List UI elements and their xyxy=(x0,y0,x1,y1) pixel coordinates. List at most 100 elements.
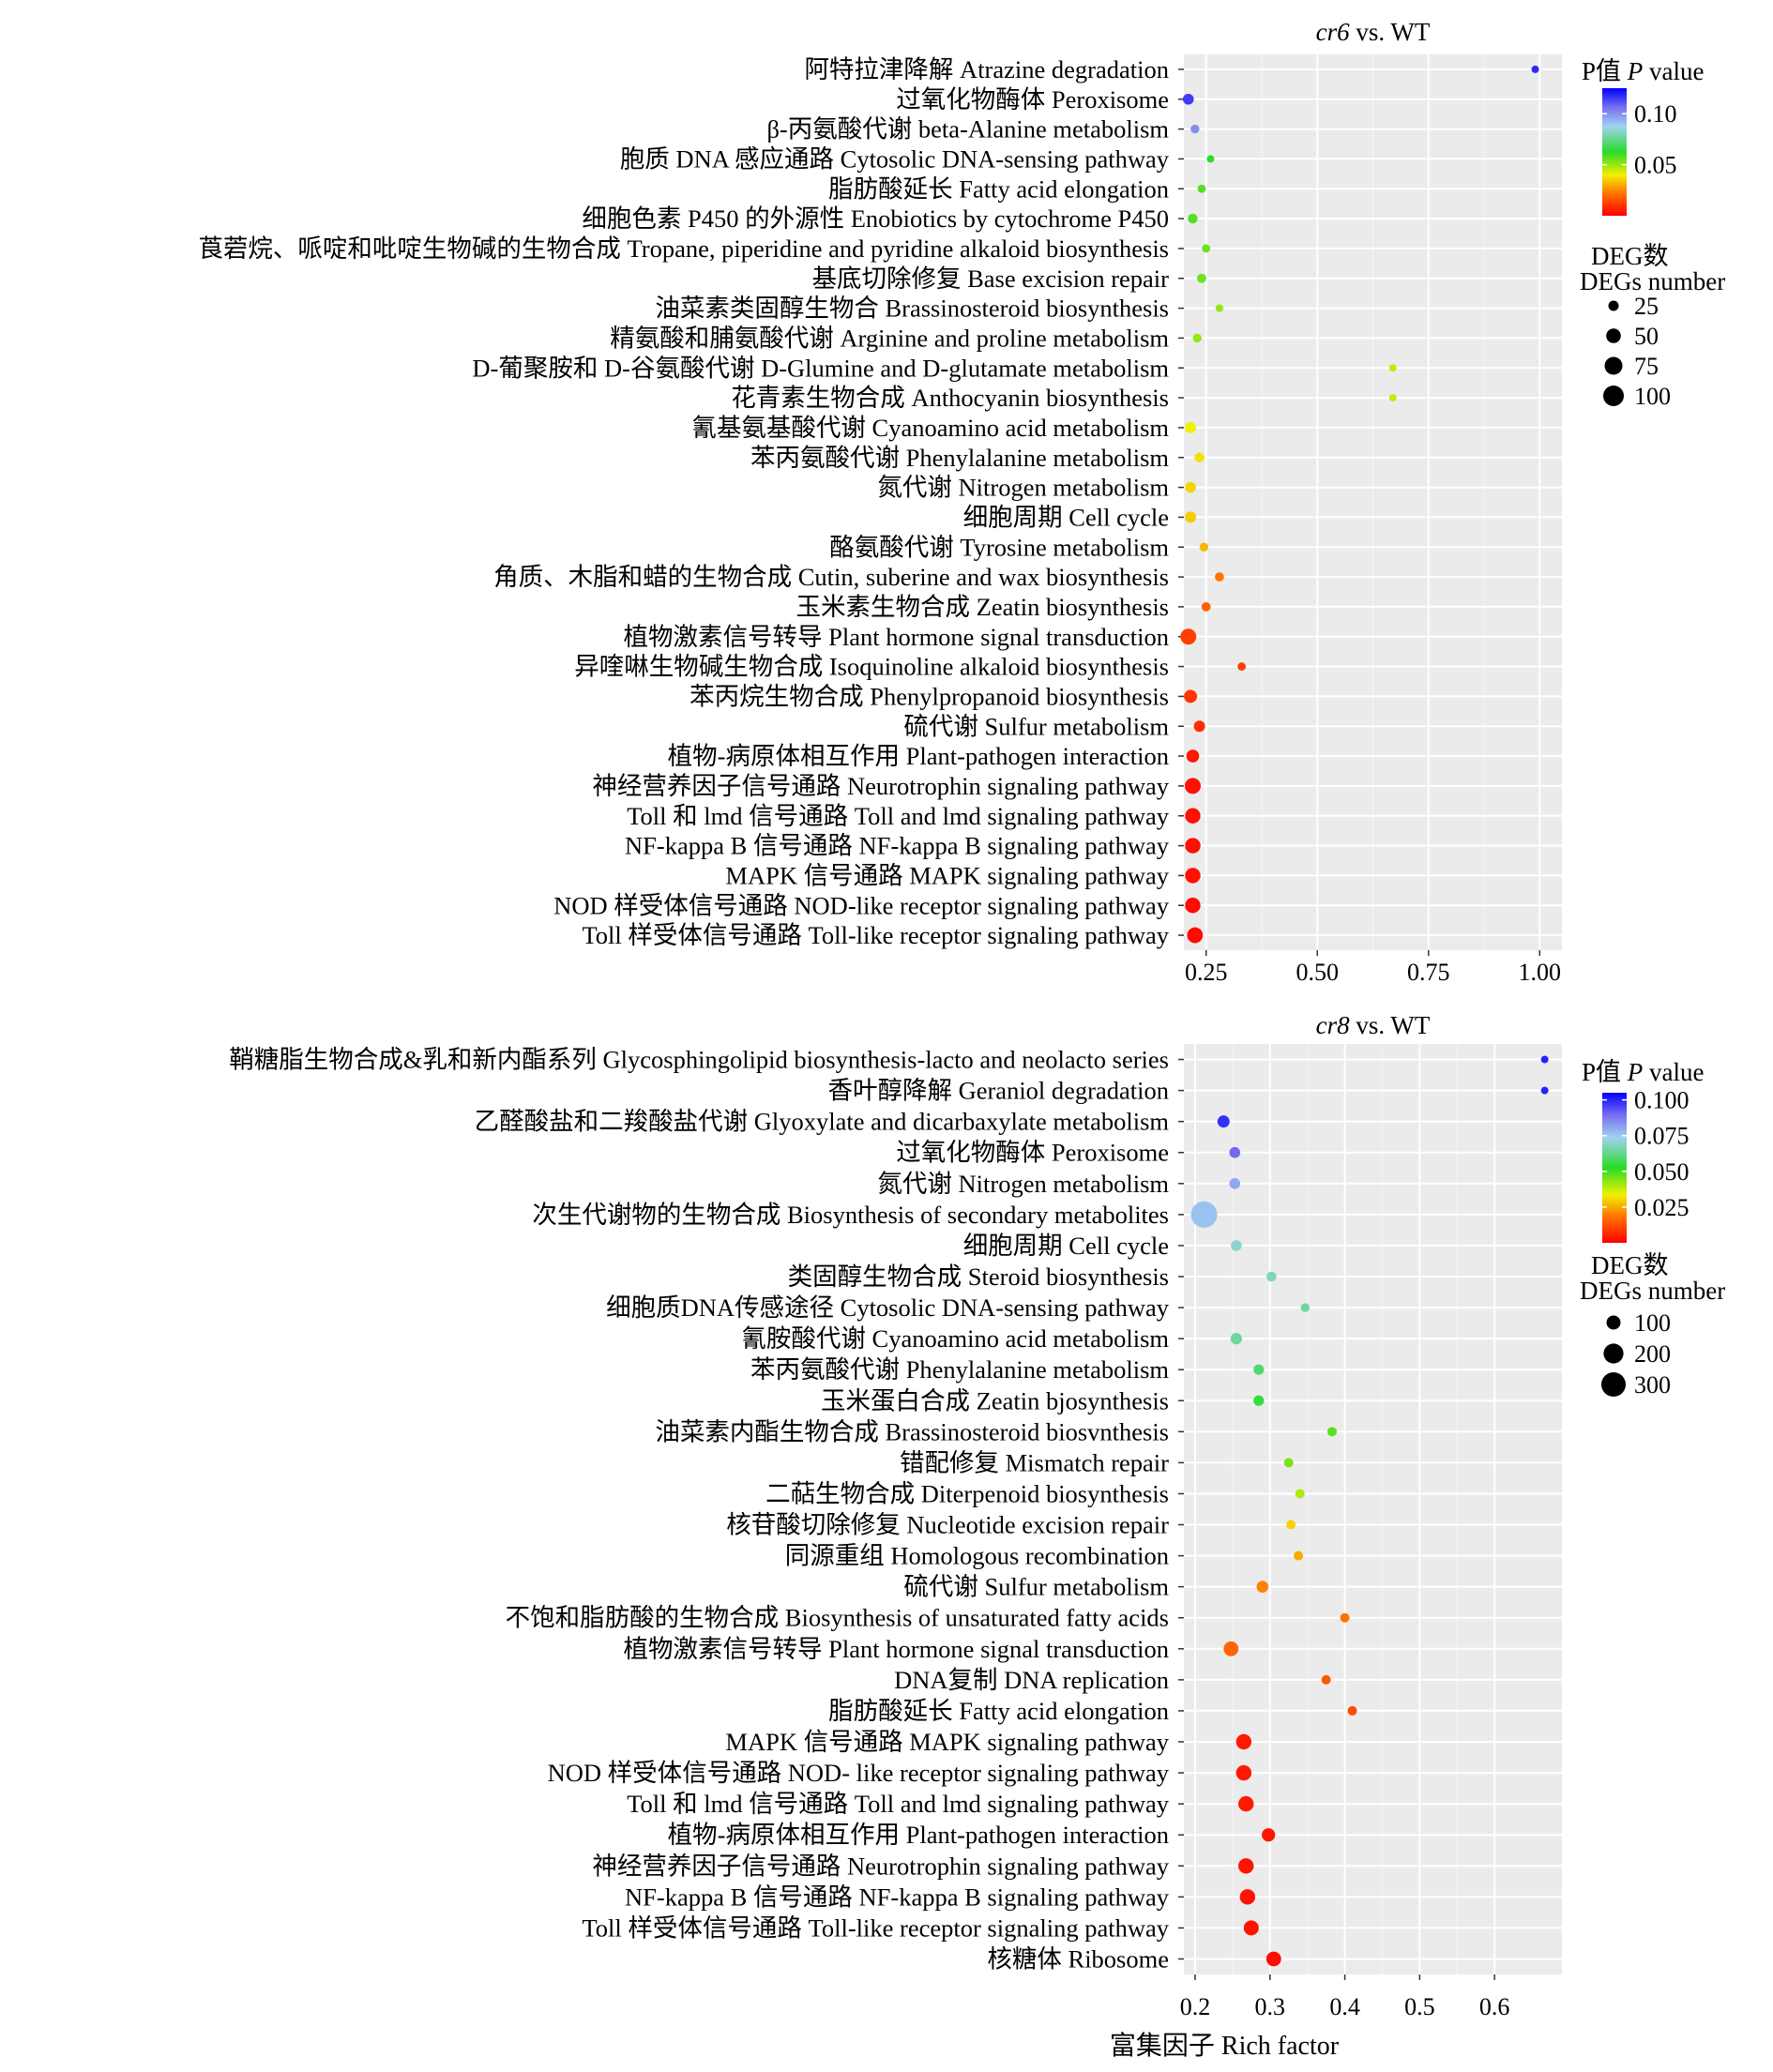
category-label: 硫代谢 Sulfur metabolism xyxy=(903,712,1169,740)
category-label: 神经营养因子信号通路 Neurotrophin signaling pathwa… xyxy=(592,772,1169,800)
category-label: 次生代谢物的生物合成 Biosynthesis of secondary met… xyxy=(532,1201,1169,1229)
category-label: 植物激素信号转导 Plant hormone signal transducti… xyxy=(624,623,1169,651)
size-legend-dot xyxy=(1603,386,1624,406)
data-point xyxy=(1201,602,1211,612)
category-label: 氮代谢 Nitrogen metabolism xyxy=(877,1170,1169,1198)
category-label: 氰胺酸代谢 Cyanoamino acid metabolism xyxy=(741,1324,1169,1353)
category-label: 乙醛酸盐和二羧酸盐代谢 Glyoxylate and dicarbaxylate… xyxy=(475,1108,1170,1136)
size-legend-label: 75 xyxy=(1634,353,1659,380)
category-label: 角质、木脂和蜡的生物合成 Cutin, suberine and wax bio… xyxy=(493,563,1169,591)
data-point xyxy=(1347,1705,1357,1716)
color-bar-label: 0.10 xyxy=(1634,100,1677,128)
data-point xyxy=(1185,511,1197,523)
data-point xyxy=(1256,1580,1269,1593)
data-point xyxy=(1266,1271,1277,1282)
plot-background xyxy=(1184,1044,1562,1974)
data-point xyxy=(1295,1489,1305,1499)
category-label: 玉米素生物合成 Zeatin biosynthesis xyxy=(796,593,1169,621)
data-point xyxy=(1215,572,1224,582)
size-legend-dot xyxy=(1603,1343,1624,1364)
category-label: 基底切除修复 Base excision repair xyxy=(812,265,1170,293)
category-label: 香叶醇降解 Geraniol degradation xyxy=(827,1077,1169,1105)
data-point xyxy=(1265,1951,1281,1967)
size-legend-title: DEG数 xyxy=(1591,242,1669,270)
category-label: Toll 样受体信号通路 Toll-like receptor signalin… xyxy=(582,921,1169,949)
data-point xyxy=(1185,868,1201,884)
category-label: 油菜素内酯生物合成 Brassinosteroid biosvnthesis xyxy=(655,1417,1169,1445)
data-point xyxy=(1182,93,1194,105)
size-legend-label: 300 xyxy=(1634,1371,1671,1399)
category-label: 过氧化物酶体 Peroxisome xyxy=(896,1139,1169,1167)
data-point xyxy=(1217,1115,1230,1128)
data-point xyxy=(1185,481,1196,493)
data-point xyxy=(1192,333,1202,343)
category-label: 苯丙烷生物合成 Phenylpropanoid biosynthesis xyxy=(690,682,1169,710)
category-label: 氮代谢 Nitrogen metabolism xyxy=(877,474,1169,502)
category-label: 苯丙氨酸代谢 Phenylalanine metabolism xyxy=(750,444,1169,472)
category-label: Toll 和 lmd 信号通路 Toll and lmd signaling p… xyxy=(627,1790,1170,1818)
category-label: D-葡聚胺和 D-谷氨酸代谢 D-Glumine and D-glutamate… xyxy=(472,354,1169,382)
category-label: 核苷酸切除修复 Nucleotide excision repair xyxy=(726,1511,1169,1539)
category-label: NOD 样受体信号通路 NOD-like receptor signaling … xyxy=(553,891,1169,919)
category-label: NF-kappa B 信号通路 NF-kappa B signaling pat… xyxy=(625,832,1170,860)
data-point xyxy=(1239,1889,1256,1905)
panel-title: cr8 vs. WT xyxy=(1316,1011,1431,1039)
data-point xyxy=(1388,364,1397,372)
data-point xyxy=(1188,213,1198,224)
category-label: 植物-病原体相互作用 Plant-pathogen interaction xyxy=(668,1821,1169,1849)
color-legend-title: P值 P value xyxy=(1582,1058,1705,1086)
panel-cr8: 0.2 0.3 0.4 0.5 0.6 鞘糖脂生物合成&乳和新内酯系列 Glycosphi… xyxy=(229,1011,1725,2020)
data-point xyxy=(1237,662,1247,671)
data-point xyxy=(1283,1458,1294,1468)
data-point xyxy=(1197,273,1206,283)
data-point xyxy=(1327,1427,1338,1437)
size-legend-dot xyxy=(1604,356,1623,375)
color-bar-label: 0.050 xyxy=(1634,1158,1690,1186)
x-tick-label: 1.00 xyxy=(1519,959,1562,986)
data-point xyxy=(1235,1733,1252,1750)
data-point xyxy=(1262,1828,1276,1842)
category-label: 莨菪烷、哌啶和吡啶生物碱的生物合成 Tropane, piperidine an… xyxy=(198,234,1169,263)
category-label: 类固醇生物合成 Steroid biosynthesis xyxy=(788,1263,1169,1291)
data-point xyxy=(1238,1795,1254,1812)
size-legend-subtitle: DEGs number xyxy=(1580,1277,1725,1305)
x-tick-label: 0.50 xyxy=(1296,959,1339,986)
size-legend-label: 100 xyxy=(1634,383,1671,410)
x-tick-label: 0.75 xyxy=(1407,959,1450,986)
data-point xyxy=(1199,542,1209,552)
color-bar-label: 0.100 xyxy=(1634,1087,1690,1114)
x-tick-label: 0.6 xyxy=(1479,1993,1510,2020)
data-point xyxy=(1229,1178,1241,1189)
category-label: 二萜生物合成 Diterpenoid biosynthesis xyxy=(765,1479,1169,1507)
category-label: 错配修复 Mismatch repair xyxy=(900,1448,1169,1476)
data-point xyxy=(1243,1920,1259,1936)
panel-title: cr6 vs. WT xyxy=(1316,18,1431,46)
color-bar-label: 0.075 xyxy=(1634,1123,1690,1150)
category-label: NF-kappa B 信号通路 NF-kappa B signaling pat… xyxy=(625,1883,1170,1911)
category-label: 同源重组 Homologous recombination xyxy=(785,1542,1169,1570)
category-label: MAPK 信号通路 MAPK signaling pathway xyxy=(725,861,1169,889)
category-label: 氰基氨基酸代谢 Cyanoamino acid metabolism xyxy=(691,414,1169,442)
size-legend-label: 100 xyxy=(1634,1309,1671,1337)
category-label: 神经营养因子信号通路 Neurotrophin signaling pathwa… xyxy=(592,1852,1169,1880)
category-label: MAPK 信号通路 MAPK signaling pathway xyxy=(725,1728,1169,1756)
data-point xyxy=(1190,1201,1218,1228)
data-point xyxy=(1294,1550,1304,1561)
category-label: 过氧化物酶体 Peroxisome xyxy=(896,85,1169,113)
data-point xyxy=(1540,1086,1549,1095)
size-legend-label: 200 xyxy=(1634,1340,1671,1368)
data-point xyxy=(1194,452,1205,462)
data-point xyxy=(1187,927,1204,944)
category-label: 花青素生物合成 Anthocyanin biosynthesis xyxy=(731,384,1169,412)
color-bar xyxy=(1602,1093,1627,1243)
category-label: 油菜素类固醇生物合 Brassinosteroid biosynthesis xyxy=(655,295,1169,323)
category-label: 硫代谢 Sulfur metabolism xyxy=(903,1573,1169,1601)
data-point xyxy=(1193,720,1205,733)
x-tick-label: 0.4 xyxy=(1329,1993,1360,2020)
x-axis-label: 富集因子 Rich factor xyxy=(1110,2031,1340,2061)
color-legend-title: P值 P value xyxy=(1582,57,1705,85)
size-legend-subtitle: DEGs number xyxy=(1580,267,1725,295)
category-label: 精氨酸和脯氨酸代谢 Arginine and proline metabolis… xyxy=(610,324,1169,352)
data-point xyxy=(1231,1240,1242,1251)
